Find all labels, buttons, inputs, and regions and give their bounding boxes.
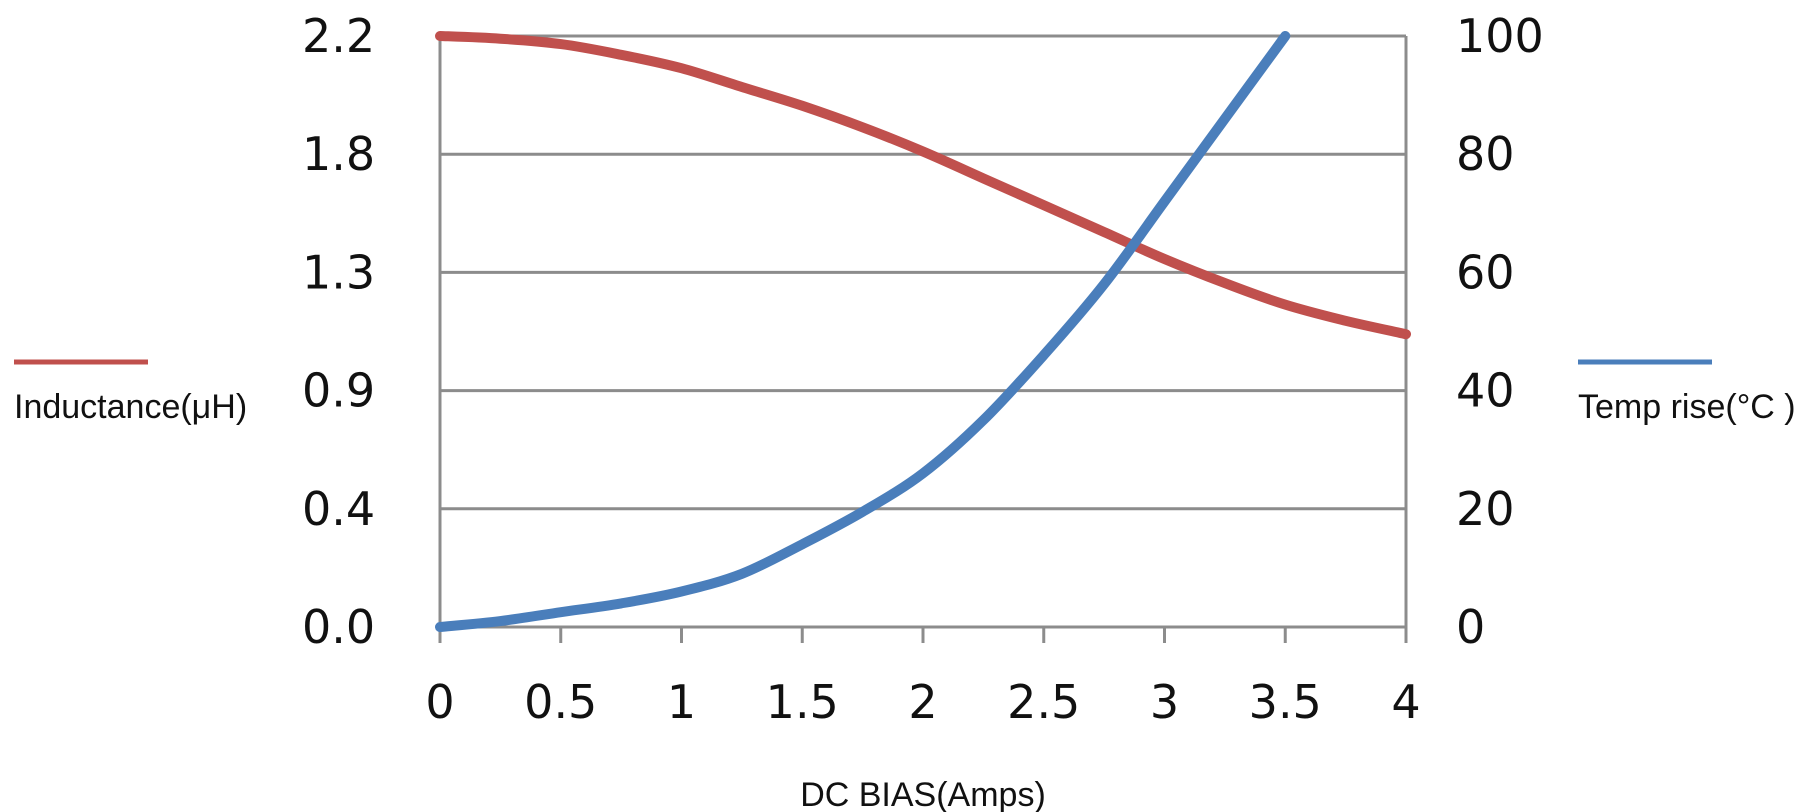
axes: [438, 36, 1408, 643]
x-tick-label: 3.5: [1249, 675, 1322, 729]
legend-label-temp-rise: Temp rise(°C ): [1578, 388, 1796, 426]
series-line-temp-rise: [435, 31, 1291, 632]
x-tick-label: 0: [425, 675, 454, 729]
tick-labels: 0 0.5 1 1.5 2 2.5 3 3.5 4 0.0 0.4 0.9 1.3 1.8 2.2 0 20 40…: [302, 9, 1544, 729]
y-left-tick-label: 1.8: [302, 127, 375, 181]
y-left-tick-label: 2.2: [302, 9, 375, 63]
legend-label-inductance: Inductance(μH): [14, 388, 247, 426]
y-right-tick-label: 80: [1456, 127, 1515, 181]
x-tick-label: 1: [667, 675, 696, 729]
series: [435, 31, 1411, 632]
y-left-tick-label: 1.3: [302, 245, 375, 299]
x-tick-label: 2.5: [1007, 675, 1080, 729]
series-line-inductance: [435, 31, 1411, 340]
y-left-tick-label: 0.4: [302, 482, 375, 536]
x-axis-title: DC BIAS(Amps): [800, 776, 1046, 812]
x-tick-label: 1.5: [766, 675, 839, 729]
x-tick-label: 3: [1150, 675, 1179, 729]
y-right-tick-label: 100: [1456, 9, 1544, 63]
y-right-tick-label: 60: [1456, 245, 1515, 299]
x-tick-label: 4: [1391, 675, 1420, 729]
y-right-tick-label: 0: [1456, 600, 1485, 654]
x-tick-label: 2: [908, 675, 937, 729]
y-left-tick-label: 0.9: [302, 364, 375, 418]
x-tick-label: 0.5: [524, 675, 597, 729]
y-left-tick-label: 0.0: [302, 600, 375, 654]
y-right-tick-label: 20: [1456, 482, 1515, 536]
grid: [440, 34, 1406, 629]
y-right-tick-label: 40: [1456, 364, 1515, 418]
